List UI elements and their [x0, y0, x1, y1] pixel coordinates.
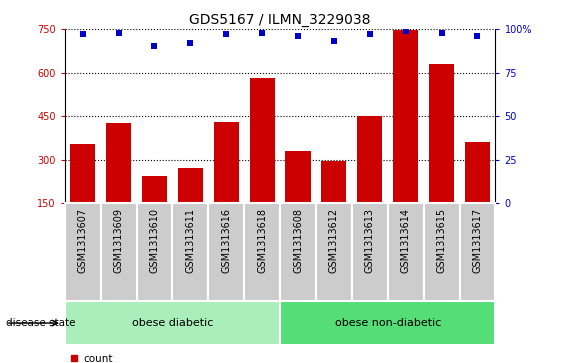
Bar — [70, 144, 95, 247]
Bar — [285, 151, 311, 247]
Bar — [465, 142, 490, 247]
FancyBboxPatch shape — [459, 203, 495, 301]
FancyBboxPatch shape — [137, 203, 172, 301]
Bar — [214, 122, 239, 247]
FancyBboxPatch shape — [101, 203, 137, 301]
FancyBboxPatch shape — [65, 301, 280, 345]
Point — [114, 30, 123, 36]
Bar — [178, 168, 203, 247]
Point — [401, 28, 410, 34]
FancyBboxPatch shape — [172, 203, 208, 301]
Text: GSM1313617: GSM1313617 — [472, 208, 482, 273]
Bar — [393, 30, 418, 247]
FancyBboxPatch shape — [65, 203, 101, 301]
Text: GSM1313615: GSM1313615 — [436, 208, 446, 273]
Bar — [249, 78, 275, 247]
Title: GDS5167 / ILMN_3229038: GDS5167 / ILMN_3229038 — [189, 13, 371, 26]
Text: GSM1313611: GSM1313611 — [185, 208, 195, 273]
Bar — [106, 123, 131, 247]
Point — [293, 33, 302, 39]
Point — [150, 44, 159, 49]
FancyBboxPatch shape — [280, 301, 495, 345]
Text: GSM1313612: GSM1313612 — [329, 208, 339, 273]
FancyBboxPatch shape — [208, 203, 244, 301]
Text: GSM1313614: GSM1313614 — [401, 208, 411, 273]
Text: obese non-diabetic: obese non-diabetic — [334, 318, 441, 328]
Point — [365, 31, 374, 37]
Point — [186, 40, 195, 46]
Point — [437, 30, 446, 36]
Text: GSM1313610: GSM1313610 — [149, 208, 159, 273]
Text: disease state: disease state — [6, 318, 75, 328]
Bar — [321, 161, 346, 247]
Bar — [429, 64, 454, 247]
Bar — [358, 116, 382, 247]
Point — [329, 38, 338, 44]
FancyBboxPatch shape — [316, 203, 352, 301]
FancyBboxPatch shape — [352, 203, 388, 301]
Point — [222, 31, 231, 37]
Bar — [142, 176, 167, 247]
Point — [258, 30, 267, 36]
Point — [473, 33, 482, 39]
Text: obese diabetic: obese diabetic — [132, 318, 213, 328]
FancyBboxPatch shape — [424, 203, 459, 301]
FancyBboxPatch shape — [280, 203, 316, 301]
Text: GSM1313618: GSM1313618 — [257, 208, 267, 273]
Text: GSM1313607: GSM1313607 — [78, 208, 88, 273]
FancyBboxPatch shape — [388, 203, 424, 301]
Text: GSM1313613: GSM1313613 — [365, 208, 375, 273]
Legend: count, percentile rank within the sample: count, percentile rank within the sample — [70, 354, 260, 363]
Text: GSM1313608: GSM1313608 — [293, 208, 303, 273]
Text: GSM1313609: GSM1313609 — [114, 208, 124, 273]
Text: GSM1313616: GSM1313616 — [221, 208, 231, 273]
Point — [78, 31, 87, 37]
FancyBboxPatch shape — [244, 203, 280, 301]
